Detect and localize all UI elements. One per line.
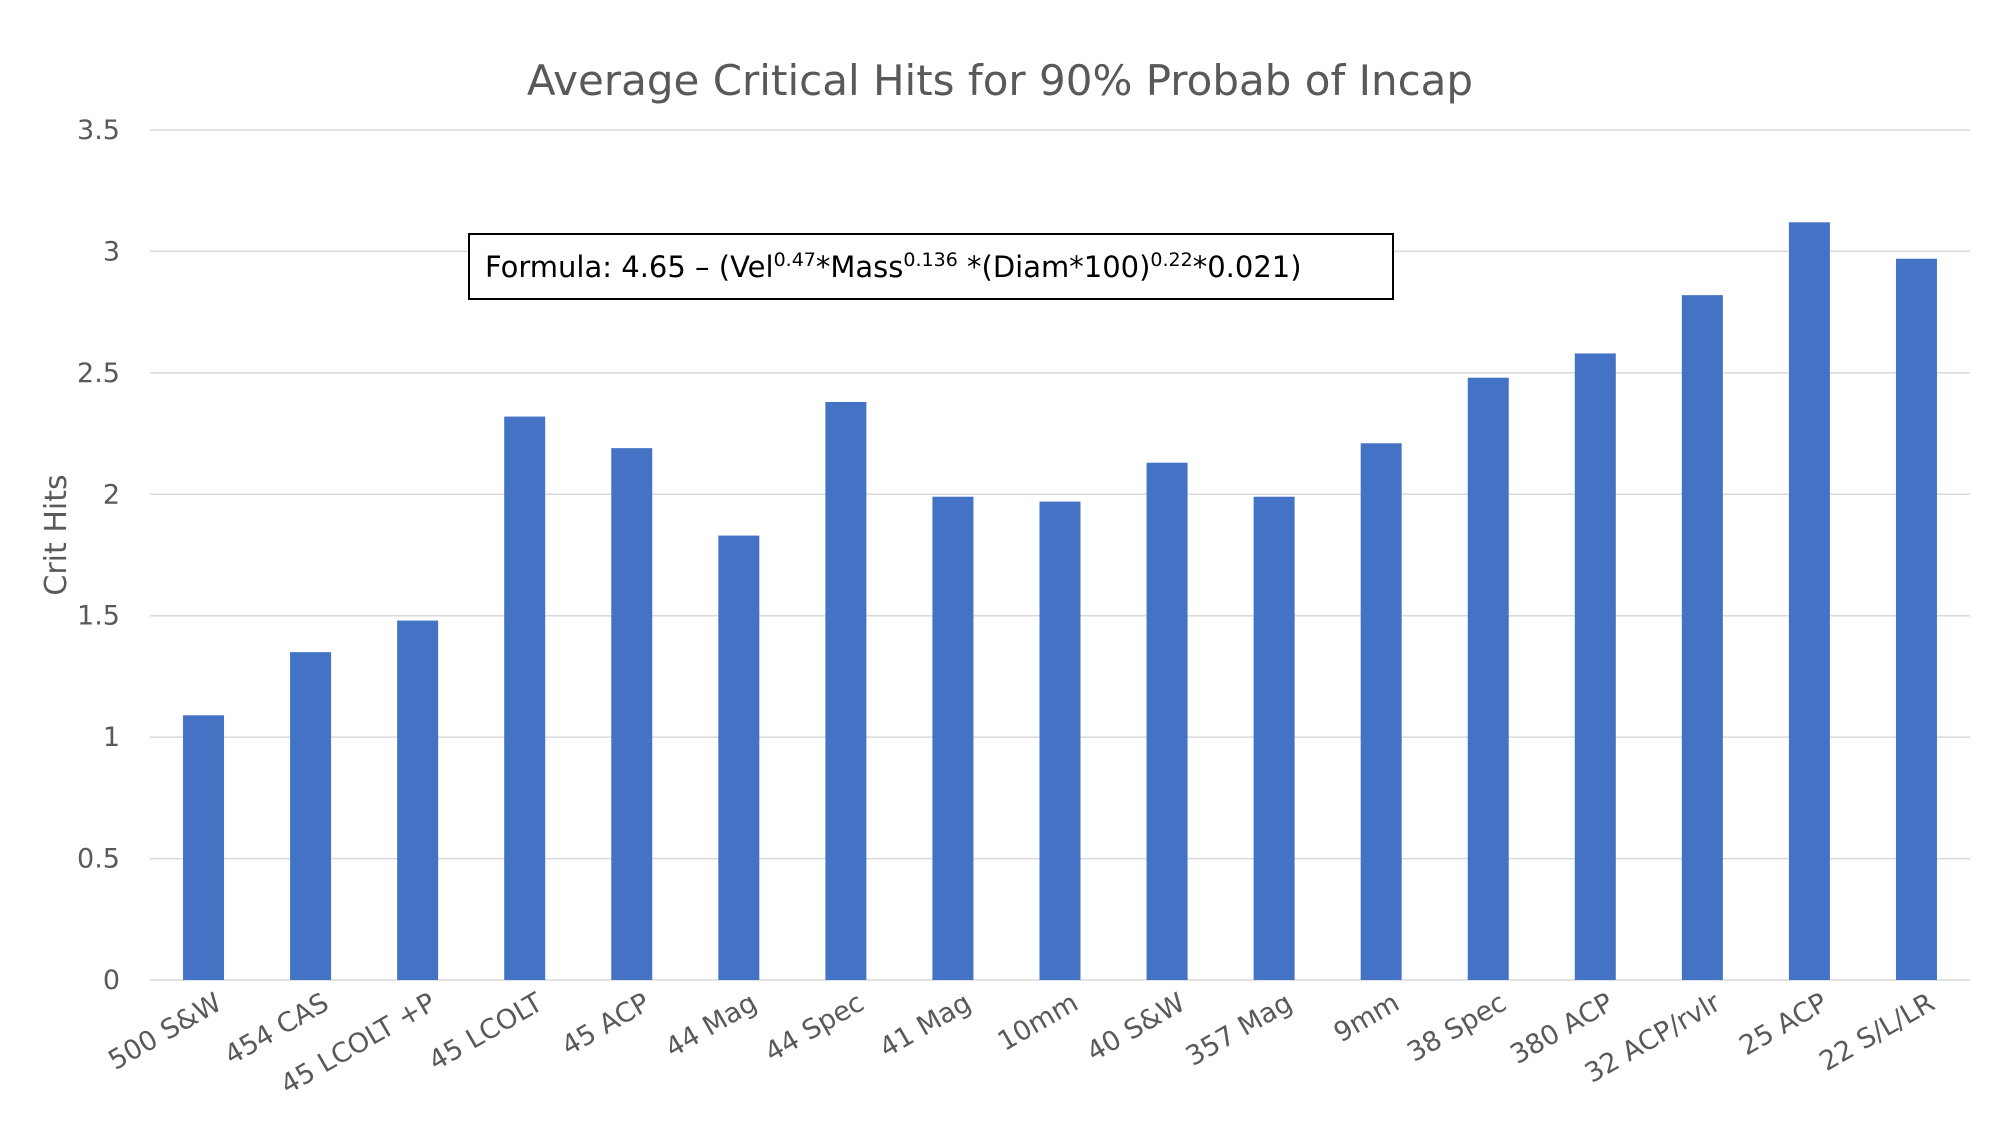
bar <box>825 402 867 980</box>
y-tick-label: 3.5 <box>77 115 120 146</box>
formula-text: Formula: 4.65 – (Vel0.47*Mass0.136 *(Dia… <box>485 249 1302 284</box>
bar <box>718 535 760 980</box>
bar <box>1895 258 1937 980</box>
formula-mass: *Mass <box>816 250 904 284</box>
formula-box <box>468 233 1394 300</box>
bars <box>183 222 1937 981</box>
y-axis-label: Crit Hits <box>39 474 74 595</box>
y-tick-label: 3 <box>103 236 120 267</box>
y-tick-label: 1.5 <box>77 601 120 632</box>
y-tick-label: 2 <box>103 479 120 510</box>
bar <box>932 496 974 980</box>
x-tick-label: 22 S/L/LR <box>1814 987 1940 1077</box>
formula-suffix: *0.021) <box>1193 250 1302 284</box>
bar <box>1467 377 1509 980</box>
formula-sup-diam: 0.22 <box>1150 249 1192 271</box>
bar <box>183 715 225 980</box>
bar <box>1360 443 1402 980</box>
bar <box>611 448 653 981</box>
x-tick-label: 44 Mag <box>660 987 762 1064</box>
bar <box>290 652 332 980</box>
x-tick-label: 9mm <box>1329 987 1405 1049</box>
formula-prefix: Formula: 4.65 – (Vel <box>485 250 774 284</box>
x-tick-label: 45 LCOLT <box>424 987 549 1077</box>
x-tick-label: 357 Mag <box>1181 987 1298 1072</box>
formula-sup-mass: 0.136 <box>903 249 957 271</box>
bar <box>1039 501 1081 980</box>
formula-diam: *(Diam*100) <box>958 250 1151 284</box>
bar <box>1681 295 1723 981</box>
bar <box>504 416 546 981</box>
x-tick-label: 44 Spec <box>760 987 870 1068</box>
bar <box>397 620 439 980</box>
x-tick-label: 40 S&W <box>1082 987 1191 1068</box>
bar <box>1146 462 1188 980</box>
formula-annotation: Formula: 4.65 – (Vel0.47*Mass0.136 *(Dia… <box>468 233 1394 300</box>
x-tick-label: 500 S&W <box>103 987 227 1076</box>
formula-sup-vel: 0.47 <box>774 249 816 271</box>
y-tick-label: 0.5 <box>77 844 120 875</box>
bar <box>1574 353 1616 980</box>
y-tick-labels: 0 0.5 1 1.5 2 2.5 3 3.5 <box>77 115 120 996</box>
x-tick-label: 45 ACP <box>557 987 656 1062</box>
y-tick-label: 2.5 <box>77 358 120 389</box>
y-tick-label: 0 <box>103 965 120 996</box>
bar <box>1788 222 1830 981</box>
x-tick-label: 10mm <box>993 987 1084 1057</box>
chart-title: Average Critical Hits for 90% Probab of … <box>527 56 1473 105</box>
y-tick-label: 1 <box>103 722 120 753</box>
x-tick-label: 41 Mag <box>874 987 976 1064</box>
bar <box>1253 496 1295 980</box>
x-tick-label: 38 Spec <box>1402 987 1512 1068</box>
